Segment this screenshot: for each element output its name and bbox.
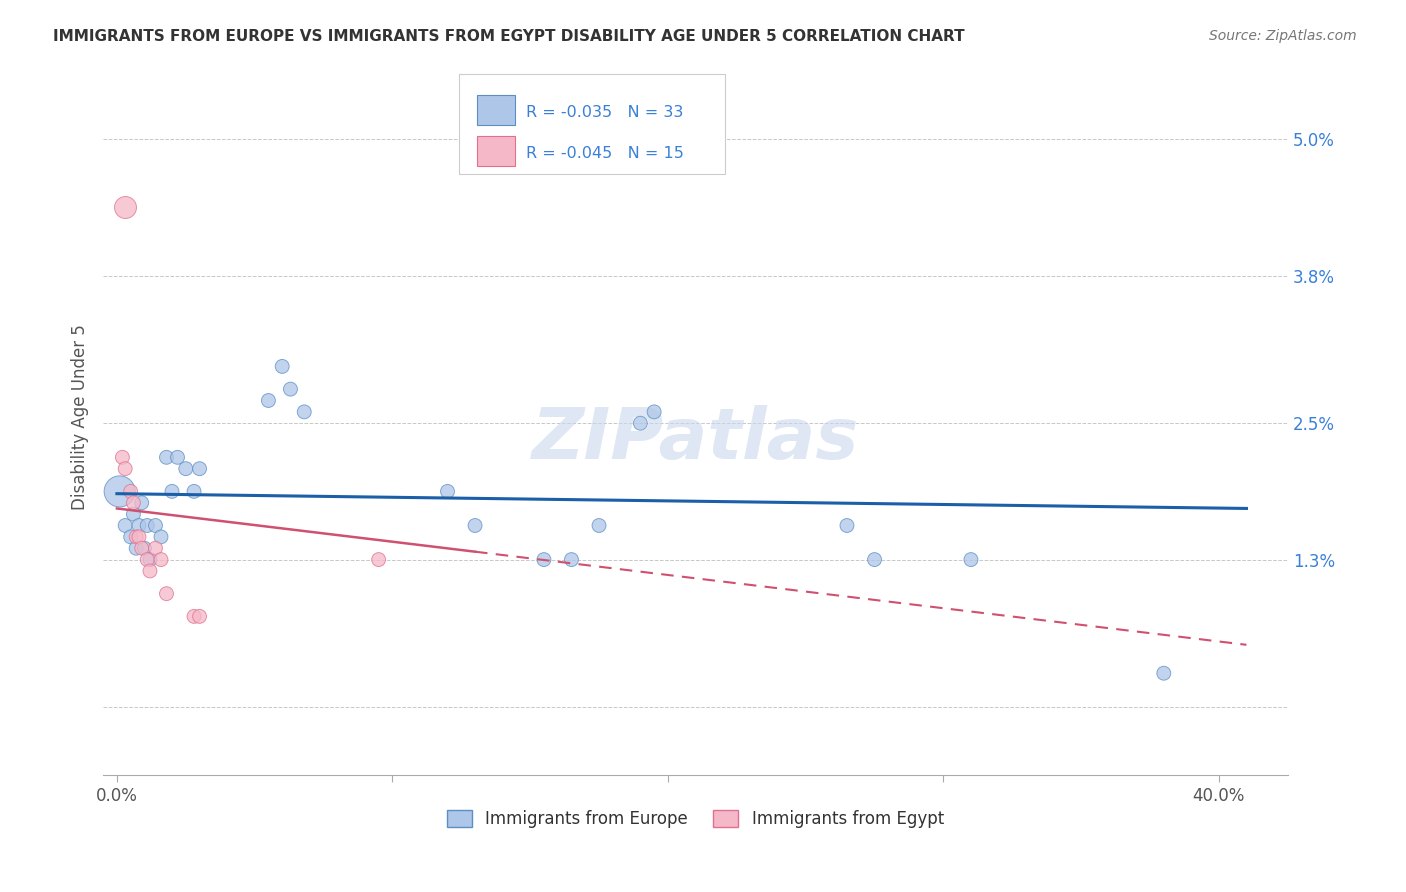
Legend: Immigrants from Europe, Immigrants from Egypt: Immigrants from Europe, Immigrants from …	[440, 804, 950, 835]
Point	[436, 484, 458, 499]
Point	[257, 393, 280, 408]
Point	[136, 518, 159, 533]
Y-axis label: Disability Age Under 5: Disability Age Under 5	[72, 325, 89, 510]
Text: Source: ZipAtlas.com: Source: ZipAtlas.com	[1209, 29, 1357, 43]
Point	[280, 382, 302, 396]
Point	[1153, 666, 1175, 681]
Point	[960, 552, 983, 566]
Point	[145, 518, 167, 533]
Point	[160, 484, 183, 499]
Point	[114, 461, 136, 475]
Point	[188, 461, 211, 475]
Point	[292, 405, 315, 419]
Point	[588, 518, 610, 533]
Point	[139, 552, 162, 566]
Point	[131, 496, 153, 510]
Point	[125, 530, 148, 544]
Point	[120, 530, 142, 544]
Point	[128, 530, 150, 544]
Point	[188, 609, 211, 624]
Point	[120, 484, 142, 499]
Point	[155, 450, 177, 465]
Point	[149, 552, 172, 566]
Point	[863, 552, 886, 566]
Point	[628, 416, 651, 430]
Point	[835, 518, 858, 533]
Text: R = -0.035   N = 33: R = -0.035 N = 33	[526, 105, 683, 120]
Text: ZIPatlas: ZIPatlas	[531, 404, 859, 474]
Point	[367, 552, 389, 566]
Point	[136, 552, 159, 566]
Point	[114, 518, 136, 533]
FancyBboxPatch shape	[478, 136, 516, 166]
Point	[114, 200, 136, 214]
Point	[108, 484, 131, 499]
Point	[155, 587, 177, 601]
Point	[145, 541, 167, 556]
Text: R = -0.045   N = 15: R = -0.045 N = 15	[526, 146, 683, 161]
Point	[643, 405, 665, 419]
Point	[166, 450, 188, 465]
Point	[125, 541, 148, 556]
Point	[183, 609, 205, 624]
Point	[128, 518, 150, 533]
FancyBboxPatch shape	[458, 74, 725, 174]
Point	[122, 496, 145, 510]
Point	[139, 564, 162, 578]
Point	[149, 530, 172, 544]
FancyBboxPatch shape	[478, 95, 516, 125]
Point	[183, 484, 205, 499]
Point	[560, 552, 582, 566]
Point	[464, 518, 486, 533]
Point	[122, 507, 145, 521]
Point	[174, 461, 197, 475]
Point	[533, 552, 555, 566]
Text: IMMIGRANTS FROM EUROPE VS IMMIGRANTS FROM EGYPT DISABILITY AGE UNDER 5 CORRELATI: IMMIGRANTS FROM EUROPE VS IMMIGRANTS FRO…	[53, 29, 965, 44]
Point	[111, 450, 134, 465]
Point	[134, 541, 156, 556]
Point	[131, 541, 153, 556]
Point	[271, 359, 294, 374]
